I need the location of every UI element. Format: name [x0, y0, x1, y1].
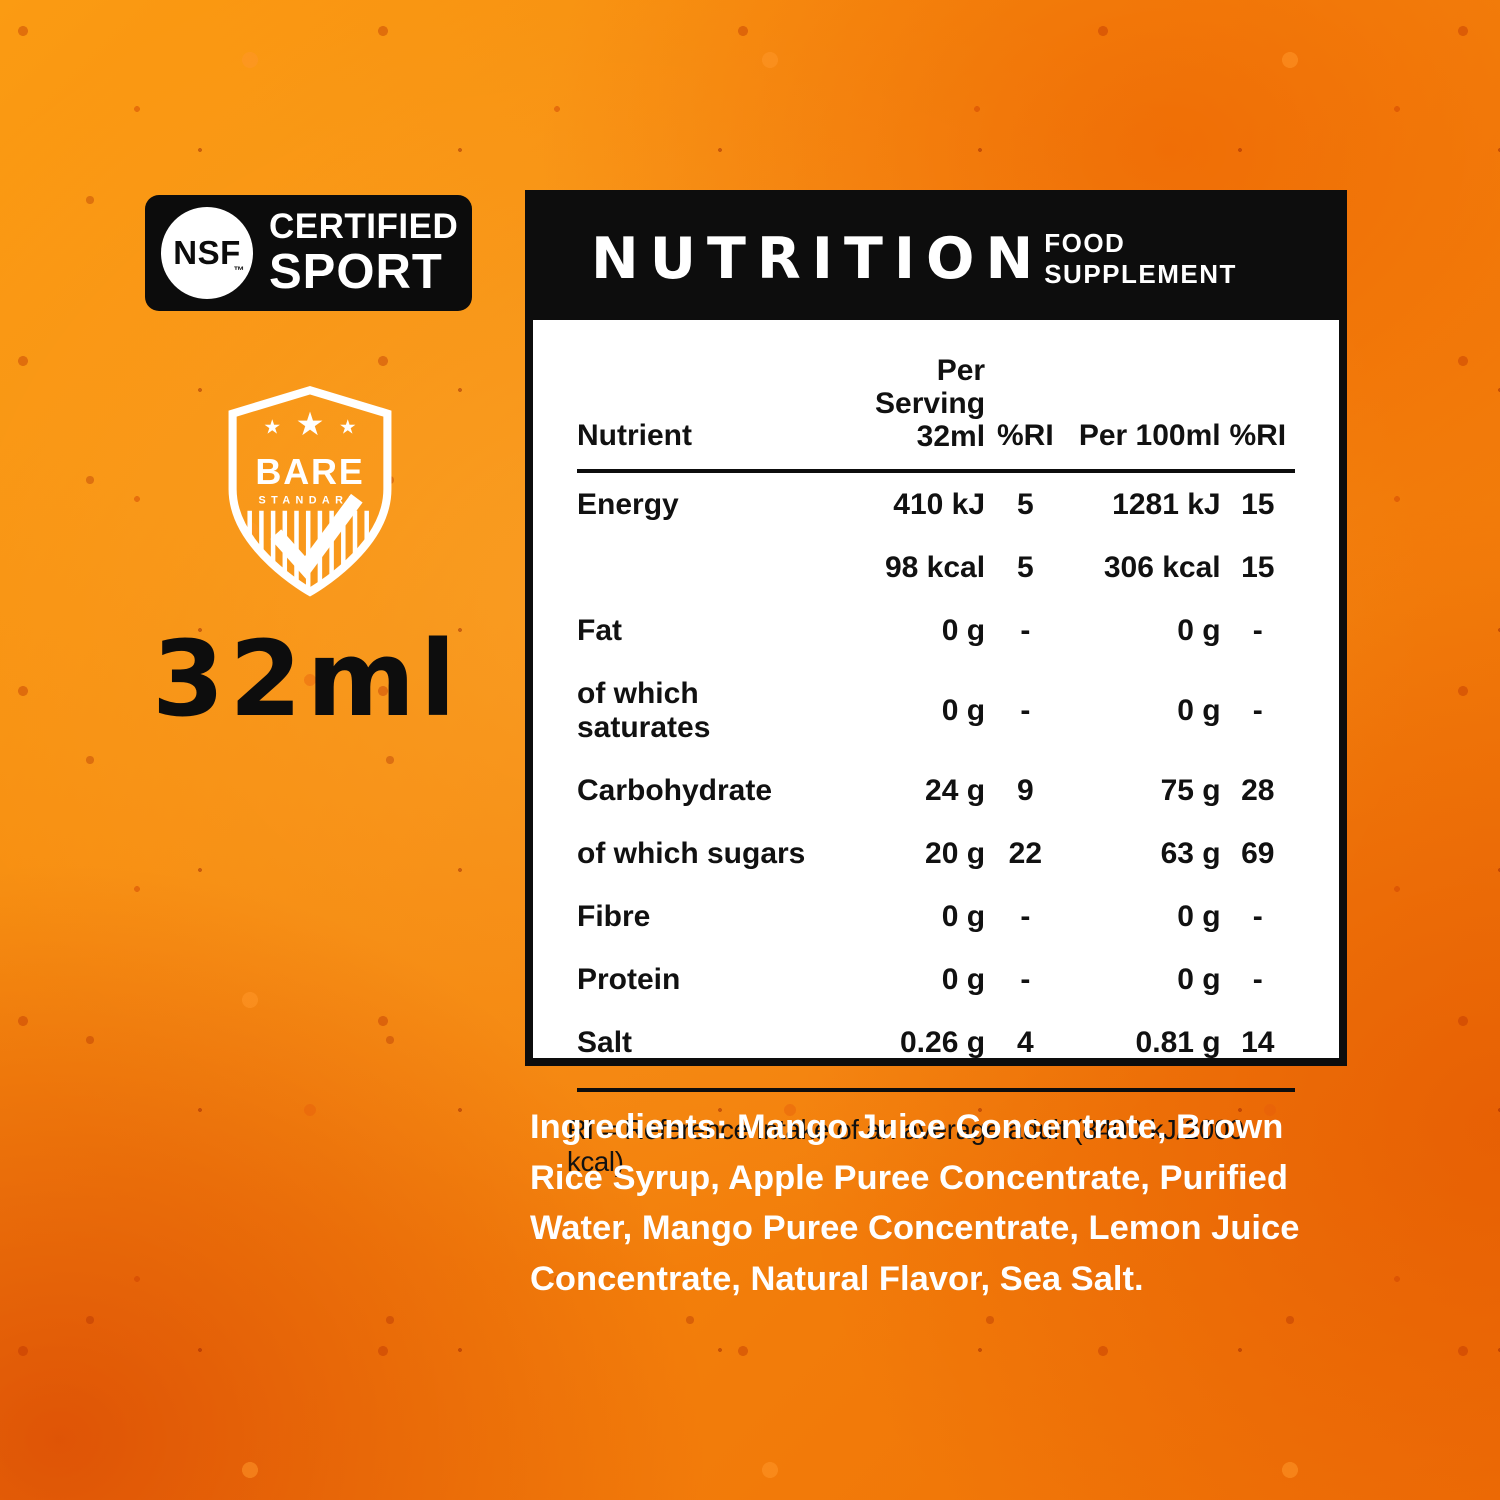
cell-ri-100: - — [1252, 899, 1263, 933]
cell-serving: 0 g — [941, 613, 986, 647]
table-row-energy: Energy 410 kJ 5 1281 kJ 15 — [577, 473, 1295, 536]
serving-size-text: 32ml — [152, 618, 461, 740]
bare-standard-shield-icon: ★ ★ ★ BARE STANDARD — [220, 382, 400, 600]
cell-serving: 24 g — [925, 773, 986, 807]
cell-serving: 0 g — [941, 962, 986, 996]
svg-text:★: ★ — [339, 415, 357, 438]
nsf-certified-label: CERTIFIED — [269, 207, 459, 246]
cell-per100: 0 g — [1177, 693, 1221, 727]
col-nutrient: Nutrient — [577, 419, 692, 452]
cell-ri-100: 15 — [1241, 487, 1275, 521]
cell-nutrient: of which sugars — [577, 836, 806, 870]
svg-text:★: ★ — [295, 405, 324, 443]
cell-ri-serving: - — [1020, 962, 1031, 996]
ingredients-label: Ingredients: — [530, 1108, 728, 1146]
cell-per100: 0 g — [1177, 962, 1221, 996]
col-per-100ml: Per 100ml — [1078, 419, 1221, 452]
cell-per100: 306 kcal — [1103, 550, 1221, 584]
cell-serving: 0 g — [941, 693, 986, 727]
cell-ri-serving: 5 — [1017, 487, 1034, 521]
cell-ri-100: - — [1252, 962, 1263, 996]
col-per-serving-line1: Per Serving — [875, 354, 986, 420]
cell-ri-100: 28 — [1241, 773, 1275, 807]
nsf-logo-icon: NSF ™ — [161, 207, 253, 299]
cell-nutrient: Carbohydrate — [577, 773, 773, 807]
cell-ri-serving: 9 — [1017, 773, 1034, 807]
table-row-energy-kcal: 98 kcal 5 306 kcal 15 — [577, 536, 1295, 599]
table-row-saturates: of which saturates 0 g - 0 g - — [577, 662, 1295, 759]
nutrition-panel-header: NUTRITION FOOD SUPPLEMENT — [533, 198, 1339, 320]
cell-ri-100: - — [1252, 693, 1263, 727]
cell-nutrient: Salt — [577, 1025, 633, 1059]
cell-nutrient: of which saturates — [577, 676, 711, 744]
footer-divider — [577, 1088, 1295, 1092]
reference-intake-note: RI = Reference Intake of an average adul… — [567, 1114, 1244, 1177]
cell-serving: 0.26 g — [900, 1025, 986, 1059]
shield-brand-text: BARE — [255, 451, 364, 492]
cell-serving: 0 g — [941, 899, 986, 933]
cell-per100: 0.81 g — [1135, 1025, 1221, 1059]
food-supplement-label: FOOD SUPPLEMENT — [1044, 228, 1237, 289]
nsf-sport-label: SPORT — [269, 245, 443, 299]
col-ri-100ml: %RI — [1229, 419, 1287, 452]
col-ri-serving: %RI — [997, 419, 1054, 452]
cell-ri-100: 69 — [1241, 836, 1275, 870]
cell-ri-serving: 22 — [1008, 836, 1043, 870]
nutrition-panel: NUTRITION FOOD SUPPLEMENT Nutrient Per S… — [525, 190, 1347, 1177]
col-per-serving: Per Serving 32ml — [820, 354, 985, 453]
cell-serving: 410 kJ — [893, 487, 986, 521]
cell-ri-serving: 4 — [1017, 1025, 1034, 1059]
table-row-carbohydrate: Carbohydrate 24 g 9 75 g 28 — [577, 759, 1295, 822]
cell-nutrient: Fibre — [577, 899, 651, 933]
nsf-trademark: ™ — [233, 265, 245, 277]
table-row-sugars: of which sugars 20 g 22 63 g 69 — [577, 822, 1295, 885]
cell-per100: 1281 kJ — [1112, 487, 1221, 521]
shield-sub-text: STANDARD — [259, 495, 362, 507]
nutrition-title: NUTRITION — [591, 226, 1045, 292]
cell-ri-serving: 5 — [1017, 550, 1034, 584]
cell-per100: 75 g — [1160, 773, 1221, 807]
shield-checkmark-icon — [270, 493, 363, 579]
nsf-certified-sport-badge: NSF ™ CERTIFIED SPORT — [145, 195, 472, 311]
ingredients-text: Mango Juice Concentrate, Brown Rice Syru… — [530, 1108, 1300, 1299]
cell-ri-100: 14 — [1241, 1025, 1275, 1059]
cell-per100: 63 g — [1160, 836, 1221, 870]
table-row-salt: Salt 0.26 g 4 0.81 g 14 — [577, 1011, 1295, 1074]
cell-per100: 0 g — [1177, 613, 1221, 647]
cell-ri-100: - — [1252, 613, 1263, 647]
col-per-serving-line2: 32ml — [916, 420, 986, 453]
cell-ri-serving: - — [1020, 899, 1031, 933]
cell-nutrient: Protein — [577, 962, 681, 996]
cell-ri-serving: - — [1020, 613, 1031, 647]
nsf-badge-text: CERTIFIED SPORT — [269, 209, 458, 297]
cell-ri-serving: - — [1020, 693, 1031, 727]
table-header-row: Nutrient Per Serving 32ml %RI Per 100ml … — [577, 320, 1295, 469]
cell-serving: 98 kcal — [884, 550, 986, 584]
nsf-logo-text: NSF — [173, 234, 241, 271]
ingredients-paragraph: Ingredients: Mango Juice Concentrate, Br… — [530, 1102, 1362, 1305]
cell-ri-100: 15 — [1241, 550, 1275, 584]
cell-nutrient: Energy — [577, 487, 679, 521]
nutrition-table: Nutrient Per Serving 32ml %RI Per 100ml … — [533, 320, 1339, 1092]
cell-per100: 0 g — [1177, 899, 1221, 933]
table-row-protein: Protein 0 g - 0 g - — [577, 948, 1295, 1011]
cell-serving: 20 g — [925, 836, 986, 870]
table-row-fibre: Fibre 0 g - 0 g - — [577, 885, 1295, 948]
cell-nutrient: Fat — [577, 613, 622, 647]
svg-text:★: ★ — [263, 415, 281, 438]
header-divider — [577, 469, 1295, 473]
table-row-fat: Fat 0 g - 0 g - — [577, 599, 1295, 662]
